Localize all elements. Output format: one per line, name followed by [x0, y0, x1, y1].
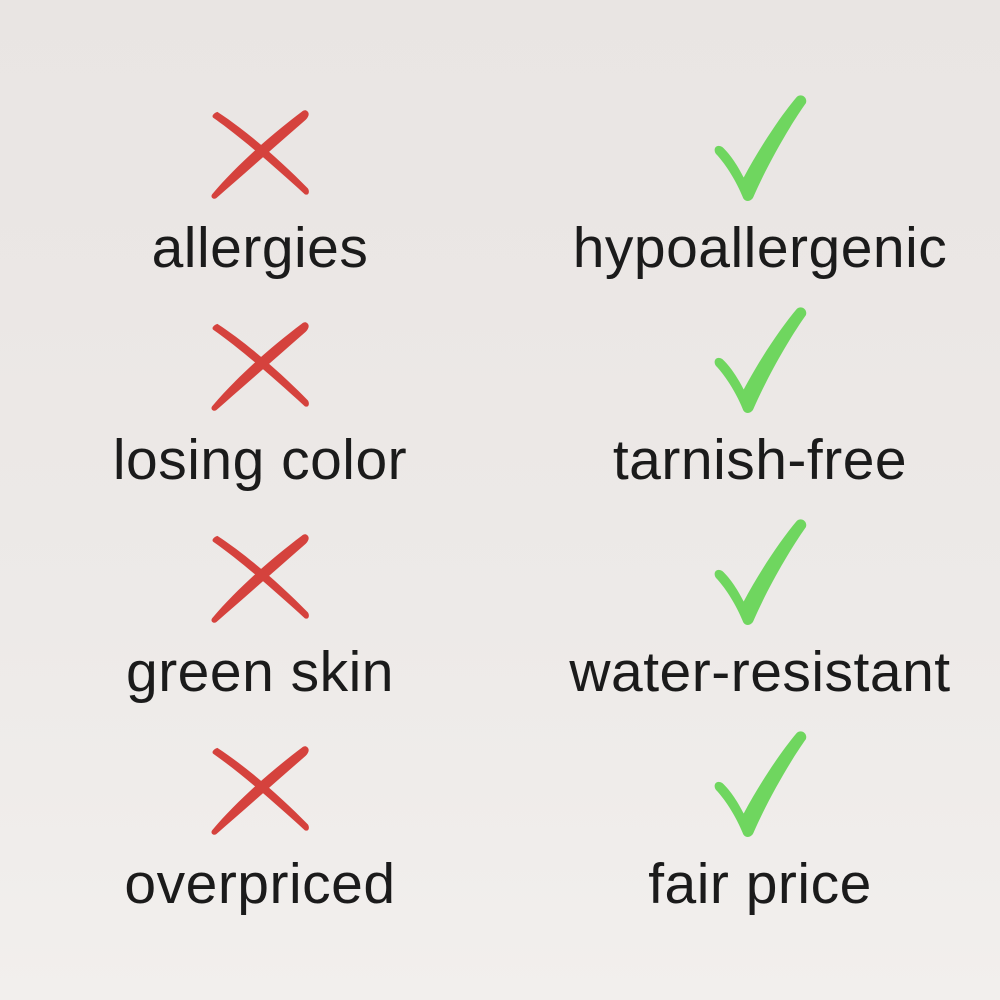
- con-cell: overpriced: [0, 728, 520, 940]
- con-label: green skin: [126, 640, 394, 704]
- cross-icon: [208, 92, 312, 204]
- cross-icon: [208, 516, 312, 628]
- con-cell: losing color: [0, 304, 520, 516]
- con-label: overpriced: [124, 852, 396, 916]
- cross-icon: [208, 728, 312, 840]
- pro-label: tarnish-free: [612, 428, 908, 492]
- pro-cell: tarnish-free: [520, 304, 1000, 516]
- con-cell: allergies: [0, 92, 520, 304]
- check-icon: [709, 516, 811, 628]
- check-icon: [709, 728, 811, 840]
- pro-cell: water-resistant: [520, 516, 1000, 728]
- con-cell: green skin: [0, 516, 520, 728]
- pro-label: hypoallergenic: [572, 216, 948, 280]
- con-label: losing color: [112, 428, 408, 492]
- con-label: allergies: [151, 216, 369, 280]
- cross-icon: [208, 304, 312, 416]
- pro-label: fair price: [648, 852, 872, 916]
- check-icon: [709, 304, 811, 416]
- pro-cell: hypoallergenic: [520, 92, 1000, 304]
- pro-label: water-resistant: [569, 640, 951, 704]
- check-icon: [709, 92, 811, 204]
- pro-cell: fair price: [520, 728, 1000, 940]
